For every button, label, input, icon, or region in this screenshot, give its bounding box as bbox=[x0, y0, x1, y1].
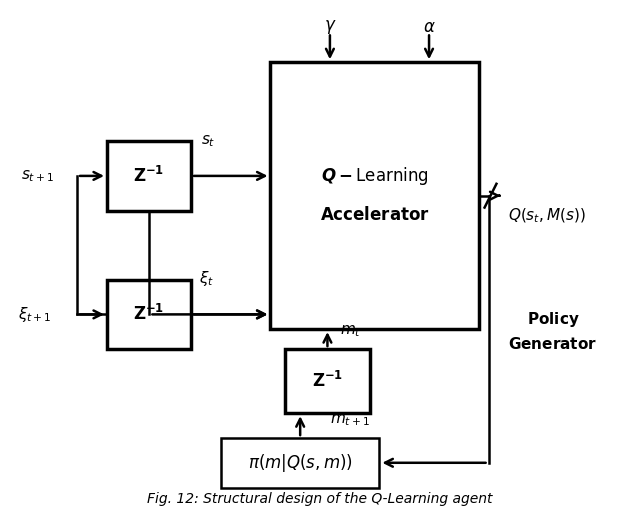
Bar bbox=[107, 280, 191, 349]
Text: $m_t$: $m_t$ bbox=[340, 324, 361, 339]
Bar bbox=[285, 349, 369, 413]
Text: $\gamma$: $\gamma$ bbox=[324, 18, 336, 36]
Text: $Q(s_t, M(s))$: $Q(s_t, M(s))$ bbox=[508, 206, 586, 225]
Text: $s_{t+1}$: $s_{t+1}$ bbox=[20, 168, 54, 184]
Text: $\xi_{t+1}$: $\xi_{t+1}$ bbox=[18, 305, 51, 324]
Text: $\alpha$: $\alpha$ bbox=[422, 18, 435, 36]
Text: $\boldsymbol{Q-\mathrm{Learning}}$: $\boldsymbol{Q-\mathrm{Learning}}$ bbox=[321, 165, 428, 187]
Text: Fig. 12: Structural design of the Q-Learning agent: Fig. 12: Structural design of the Q-Lear… bbox=[147, 492, 493, 506]
Text: $\mathbf{Policy}$: $\mathbf{Policy}$ bbox=[527, 310, 579, 329]
Bar bbox=[221, 438, 380, 488]
Text: $\mathbf{Z^{-1}}$: $\mathbf{Z^{-1}}$ bbox=[312, 371, 343, 391]
Bar bbox=[107, 141, 191, 210]
Bar bbox=[271, 62, 479, 329]
Text: $\mathbf{Accelerator}$: $\mathbf{Accelerator}$ bbox=[319, 206, 429, 224]
Text: $s_t$: $s_t$ bbox=[201, 133, 216, 149]
Text: $m_{t+1}$: $m_{t+1}$ bbox=[330, 413, 370, 428]
Text: $\mathbf{Z^{-1}}$: $\mathbf{Z^{-1}}$ bbox=[133, 305, 164, 325]
Text: $\mathbf{Z^{-1}}$: $\mathbf{Z^{-1}}$ bbox=[133, 166, 164, 186]
Text: $\mathbf{Generator}$: $\mathbf{Generator}$ bbox=[508, 336, 598, 352]
Text: $\xi_t$: $\xi_t$ bbox=[199, 269, 214, 287]
Text: $\pi(m|Q(s,m))$: $\pi(m|Q(s,m))$ bbox=[248, 452, 353, 474]
